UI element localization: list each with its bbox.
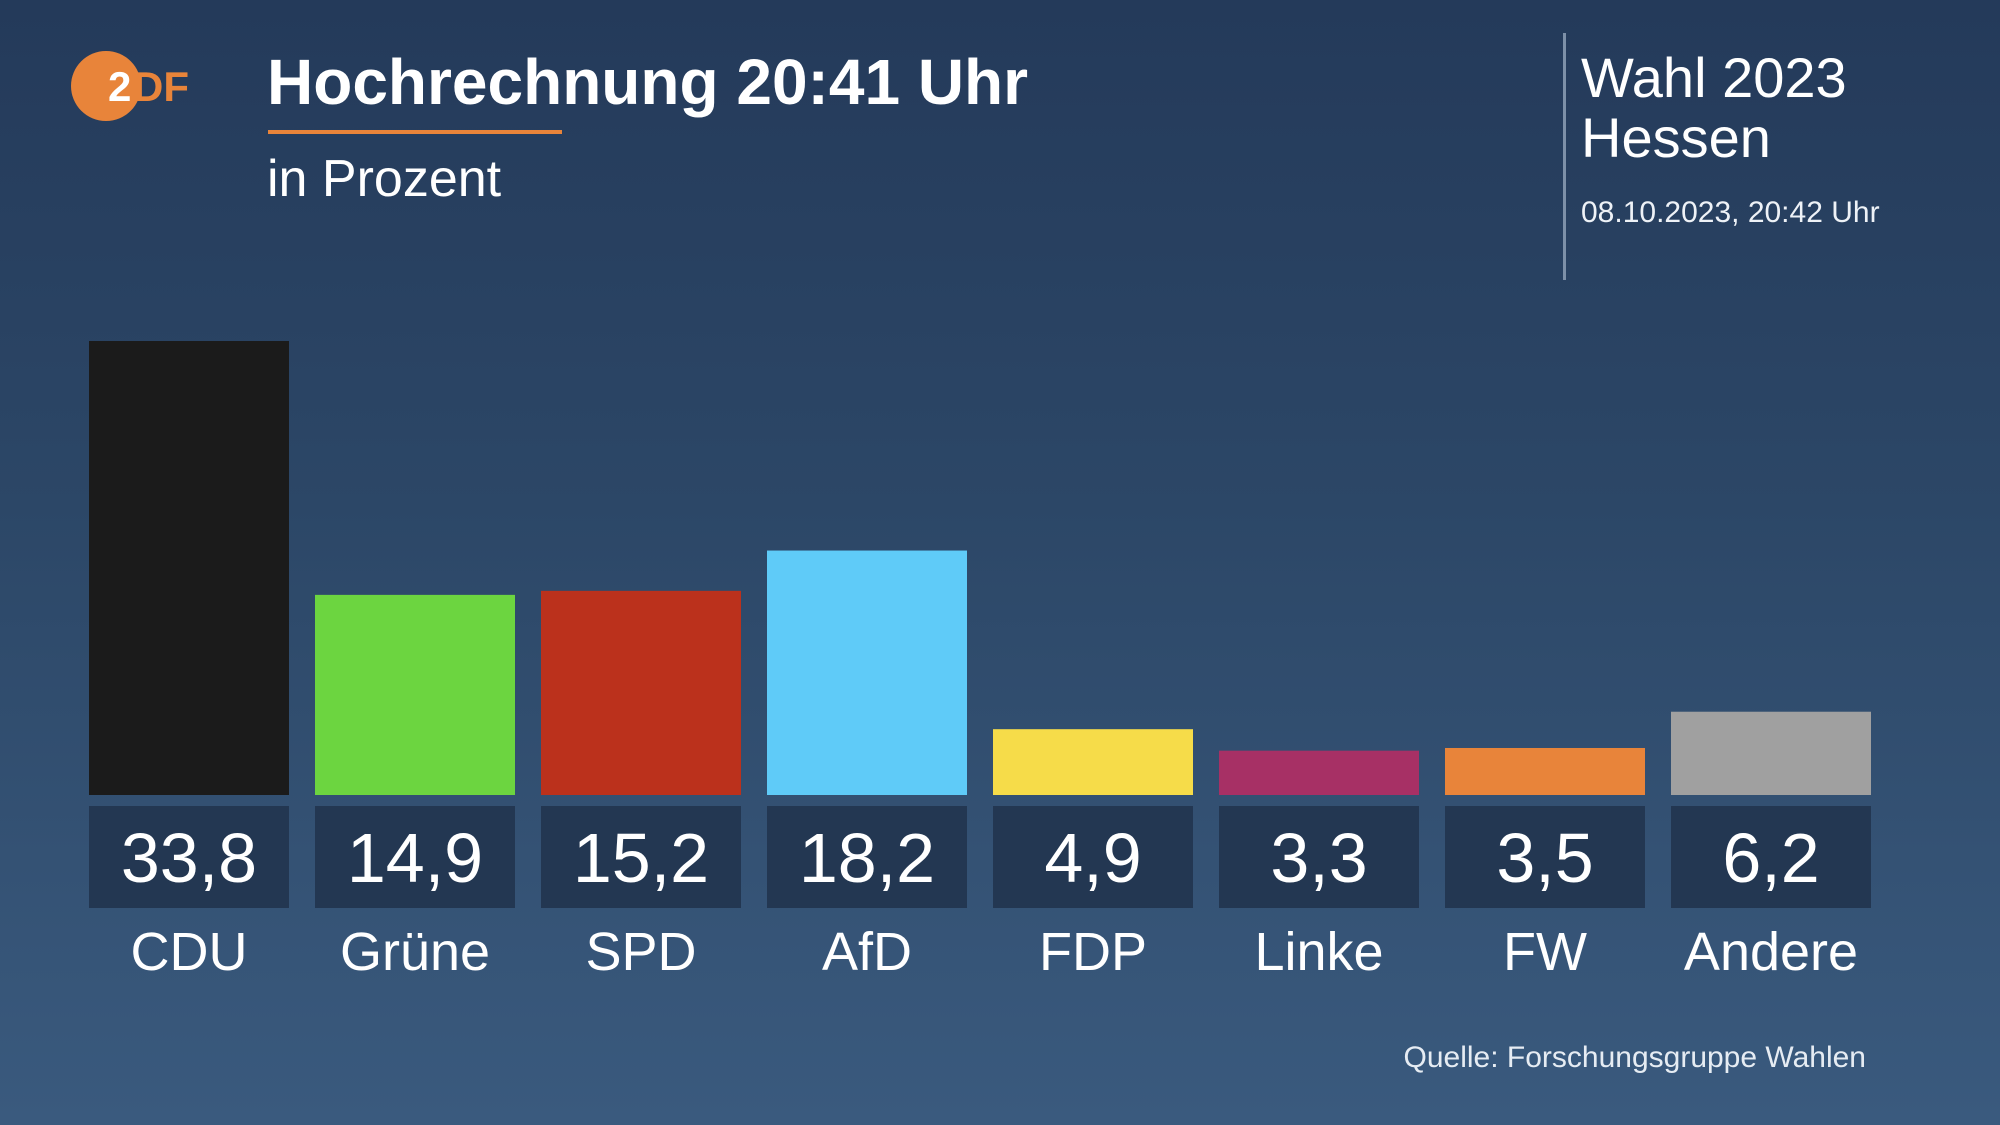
value-label-fdp: 4,9 [1044,819,1141,897]
bar-gr-ne [315,594,515,795]
value-label-afd: 18,2 [799,819,935,897]
value-box-spd [541,806,741,908]
category-label-linke: Linke [1254,922,1383,982]
header-divider [1563,33,1566,280]
value-label-cdu: 33,8 [121,819,257,897]
bar-afd [767,550,967,795]
value-box-andere [1671,806,1871,908]
category-label-cdu: CDU [131,922,248,982]
chart-subtitle: in Prozent [267,150,502,208]
election-name: Wahl 2023 [1581,46,1847,109]
value-box-fdp [993,806,1193,908]
title-underline [268,130,562,134]
value-box-cdu [89,806,289,908]
category-label-gr-ne: Grüne [340,922,490,982]
category-label-fw: FW [1503,922,1587,982]
value-box-linke [1219,806,1419,908]
value-box-fw [1445,806,1645,908]
bar-fdp [993,729,1193,795]
datestamp: 08.10.2023, 20:42 Uhr [1581,196,1880,229]
source-note: Quelle: Forschungsgruppe Wahlen [1403,1041,1866,1074]
zdf-logo: 2 DF [71,51,189,121]
category-label-andere: Andere [1684,922,1858,982]
category-label-fdp: FDP [1039,922,1147,982]
bar-andere [1671,711,1871,795]
bar-fw [1445,747,1645,795]
value-box-afd [767,806,967,908]
value-label-fw: 3,5 [1496,819,1593,897]
logo-circle-icon [71,51,141,121]
value-label-spd: 15,2 [573,819,709,897]
value-box-gr-ne [315,806,515,908]
chart-title: Hochrechnung 20:41 Uhr [267,46,1029,118]
category-label-afd: AfD [822,922,912,982]
election-region: Hessen [1581,106,1771,169]
election-info: Wahl 2023 Hessen [1581,48,1847,168]
bar-cdu [89,341,289,795]
bar-spd [541,590,741,795]
value-label-andere: 6,2 [1722,819,1819,897]
bar-linke [1219,750,1419,795]
logo-text-2: 2 [108,63,131,110]
value-label-gr-ne: 14,9 [347,819,483,897]
logo-text-df: DF [133,63,189,110]
value-label-linke: 3,3 [1270,819,1367,897]
category-label-spd: SPD [585,922,696,982]
